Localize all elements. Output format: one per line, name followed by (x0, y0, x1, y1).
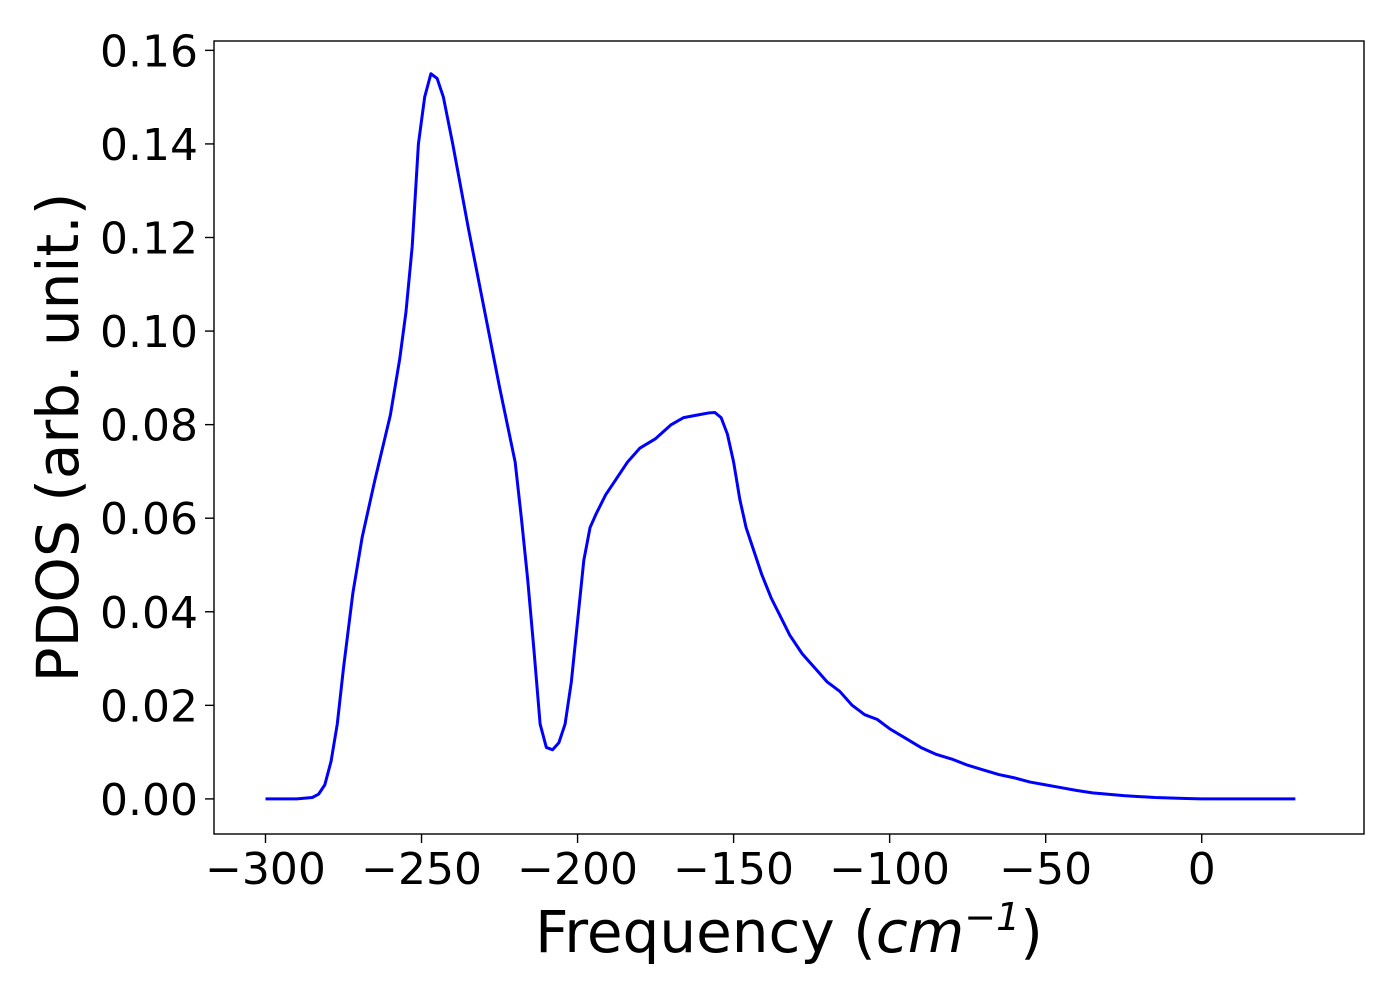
x-tick-label: −50 (999, 844, 1092, 895)
x-tick-label: −150 (673, 844, 794, 895)
x-axis-label: Frequency (cm−1) (535, 895, 1043, 966)
x-tick-label: −300 (205, 844, 326, 895)
y-tick-label: 0.04 (100, 588, 198, 639)
y-axis-label: PDOS (arb. unit.) (24, 193, 92, 683)
x-axis-unit: cm (876, 898, 964, 966)
series-line-0 (265, 72, 1296, 801)
plot-area (265, 72, 1296, 801)
x-axis-unit-exponent: −1 (964, 895, 1020, 939)
y-tick-label: 0.06 (100, 494, 198, 545)
x-tick-label: −200 (517, 844, 638, 895)
y-tick-label: 0.08 (100, 401, 198, 452)
y-axis-ticks: 0.00 0.02 0.04 0.06 0.08 0.10 0.12 0.14 0.16 (100, 26, 214, 826)
axes-frame (213, 40, 1365, 835)
y-tick-label: 0.16 (100, 26, 198, 77)
y-tick-label: 0.14 (100, 120, 198, 171)
x-axis-ticks: −300 −250 −200 −150 −100 −50 0 (205, 834, 1216, 895)
x-tick-label: 0 (1188, 844, 1216, 895)
x-tick-label: −100 (829, 844, 950, 895)
x-tick-label: −250 (361, 844, 482, 895)
y-tick-label: 0.02 (100, 681, 198, 732)
x-axis-label-text: Frequency (535, 898, 835, 966)
y-tick-label: 0.10 (100, 307, 198, 358)
y-tick-label: 0.00 (100, 775, 198, 826)
y-tick-label: 0.12 (100, 213, 198, 264)
